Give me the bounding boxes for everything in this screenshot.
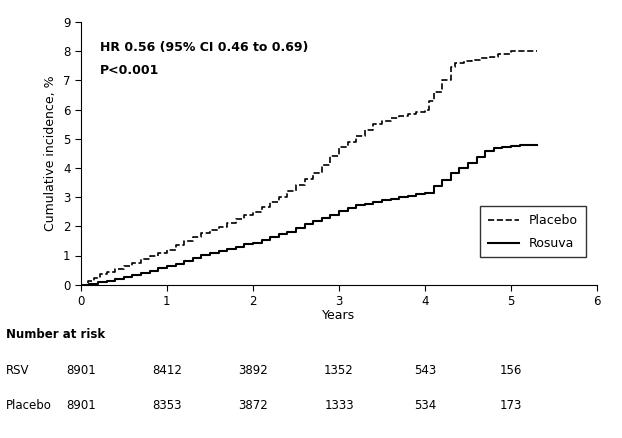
Text: 156: 156 xyxy=(500,364,522,377)
Rosuva xyxy=(327,212,334,218)
Rosuva xyxy=(249,240,257,245)
Text: 3892: 3892 xyxy=(238,364,268,377)
Rosuva xyxy=(344,205,351,211)
Rosuva xyxy=(387,196,394,201)
Text: 8353: 8353 xyxy=(152,399,182,412)
Text: 1352: 1352 xyxy=(324,364,354,377)
Placebo xyxy=(508,49,515,54)
Text: Number at risk: Number at risk xyxy=(6,328,105,342)
Text: RSV: RSV xyxy=(6,364,30,377)
Rosuva xyxy=(524,142,532,147)
Text: 3872: 3872 xyxy=(238,399,268,412)
Line: Rosuva: Rosuva xyxy=(81,145,537,285)
Placebo xyxy=(361,127,368,133)
Placebo xyxy=(425,98,433,103)
Placebo xyxy=(84,279,91,284)
Placebo xyxy=(378,119,386,124)
Text: Placebo: Placebo xyxy=(6,399,52,412)
Placebo xyxy=(533,49,541,54)
Text: HR 0.56 (95% CI 0.46 to 0.69): HR 0.56 (95% CI 0.46 to 0.69) xyxy=(100,41,308,54)
Rosuva xyxy=(77,282,85,287)
Rosuva xyxy=(533,142,541,147)
Rosuva xyxy=(353,203,360,208)
Text: Years: Years xyxy=(322,309,356,322)
Placebo xyxy=(241,212,248,218)
Text: 173: 173 xyxy=(500,399,522,412)
Legend: Placebo, Rosuva: Placebo, Rosuva xyxy=(480,206,586,258)
Text: 543: 543 xyxy=(414,364,436,377)
Text: 1333: 1333 xyxy=(324,399,354,412)
Text: 8412: 8412 xyxy=(152,364,182,377)
Text: 8901: 8901 xyxy=(66,364,96,377)
Placebo xyxy=(335,145,343,150)
Text: P<0.001: P<0.001 xyxy=(100,64,159,77)
Rosuva xyxy=(154,266,162,271)
Line: Placebo: Placebo xyxy=(81,51,537,285)
Placebo xyxy=(77,282,85,287)
Text: 8901: 8901 xyxy=(66,399,96,412)
Text: 534: 534 xyxy=(414,399,436,412)
Y-axis label: Cumulative incidence, %: Cumulative incidence, % xyxy=(44,75,57,231)
